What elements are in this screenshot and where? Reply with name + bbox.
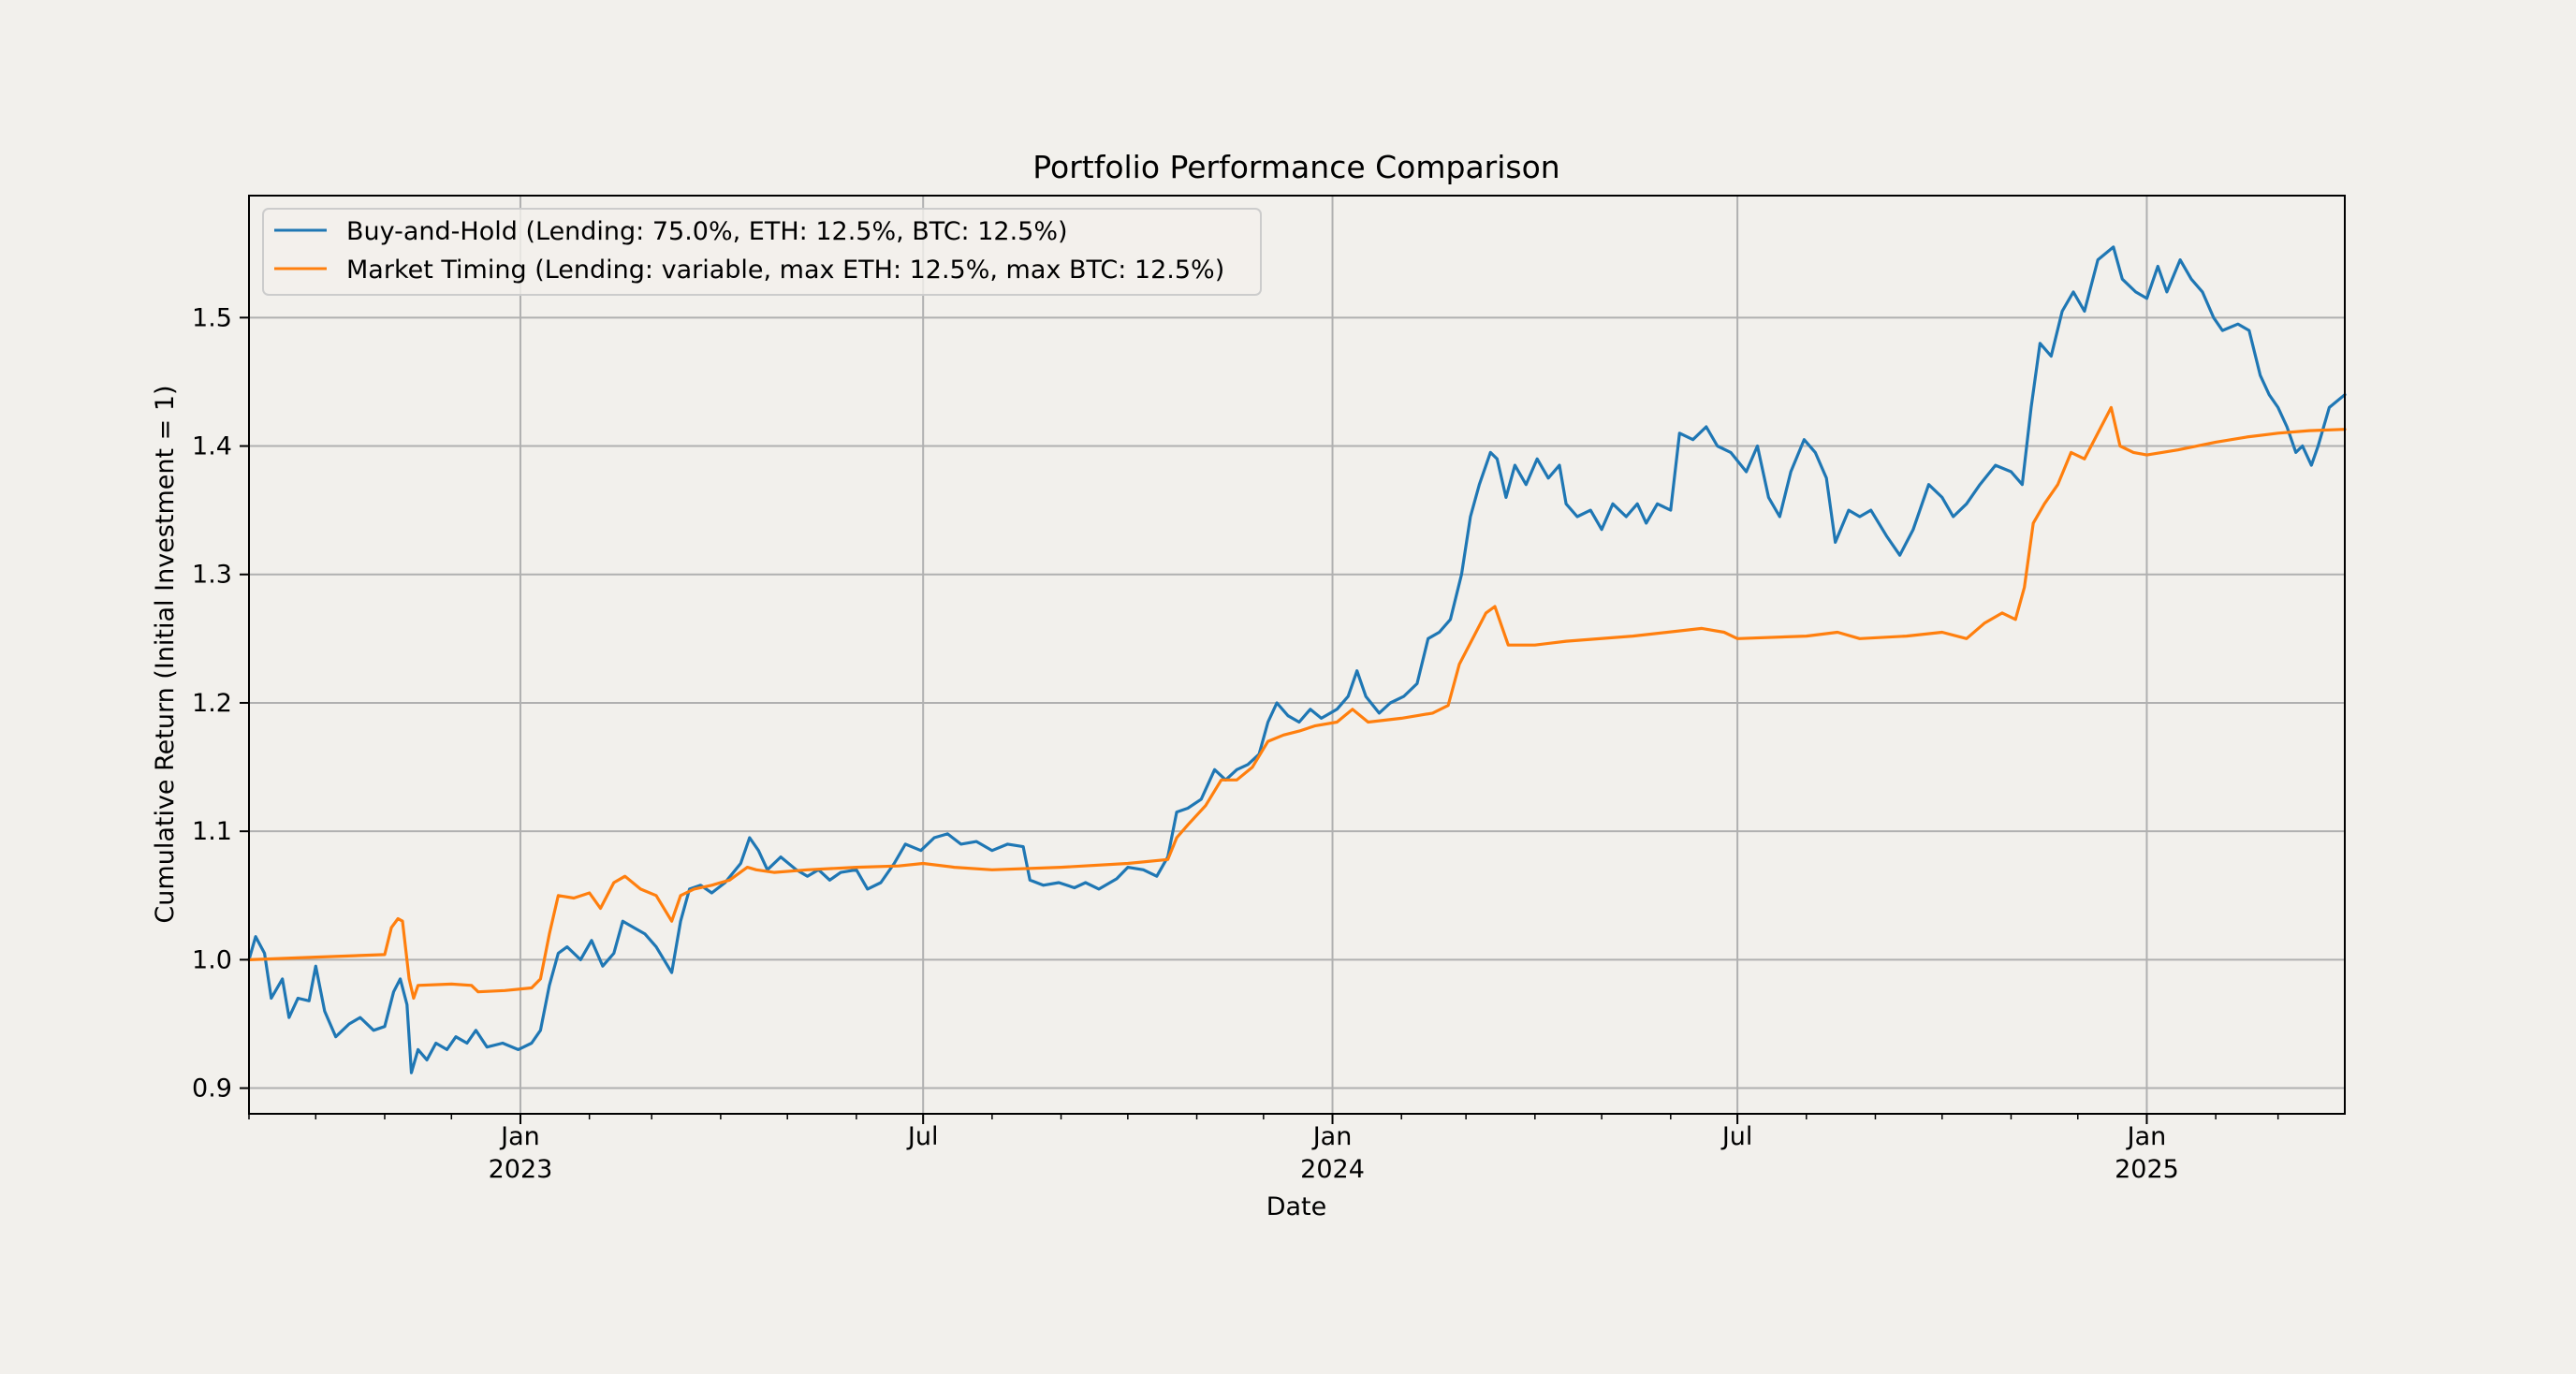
x-axis-label: Date [1266,1192,1327,1221]
y-tick-label: 1.1 [192,817,232,846]
y-tick-label: 1.2 [192,689,232,718]
series-line-market-timing [247,405,2347,1001]
x-tick-label: Jan [1311,1122,1353,1151]
x-tick-label: Jan [2126,1122,2167,1151]
series-lines [247,245,2347,1074]
y-tick-label: 1.3 [192,561,232,590]
legend-box [262,208,1262,296]
y-tick-label: 1.5 [192,303,232,332]
y-axis-label: Cumulative Return (Initial Investment = … [151,385,180,923]
series-line-buy-and-hold [247,245,2347,1074]
grid-lines [249,196,2345,1114]
legend-label-market-timing: Market Timing (Lending: variable, max ET… [346,256,1224,285]
y-tick-label: 1.0 [192,945,232,974]
x-tick-label: Jan [499,1122,540,1151]
plot-background [249,196,2345,1114]
y-tick-label: 1.4 [192,432,232,461]
y-tick-label: 0.9 [192,1074,232,1104]
x-tick-year-label: 2025 [2115,1155,2179,1184]
x-tick-label: Jul [1720,1122,1753,1151]
chart-title: Portfolio Performance Comparison [1032,149,1559,185]
plot-frame [248,195,2346,1115]
y-axis: 0.9 1.0 1.1 1.2 1.3 1.4 1.5 [192,303,249,1104]
plot-area [247,195,2347,1115]
x-tick-year-label: 2023 [489,1155,553,1184]
x-tick-label: Jul [906,1122,939,1151]
legend-label-buy-and-hold: Buy-and-Hold (Lending: 75.0%, ETH: 12.5%… [346,217,1068,246]
legend: Buy-and-Hold (Lending: 75.0%, ETH: 12.5%… [262,208,1262,296]
x-axis: Jan 2023 Jul Jan 2024 Jul Jan 2025 [248,1114,2279,1184]
x-tick-year-label: 2024 [1300,1155,1365,1184]
